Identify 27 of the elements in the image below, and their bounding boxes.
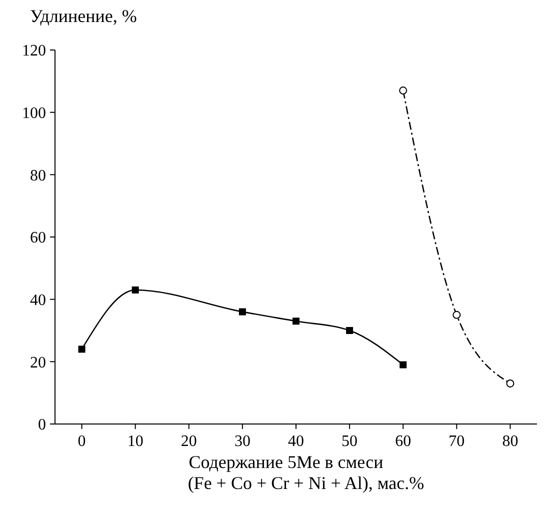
- x-tick-label: 50: [342, 433, 358, 450]
- point: [292, 318, 300, 325]
- point: [400, 361, 407, 368]
- y-axis-title: Удлинение, %: [30, 6, 137, 26]
- point: [452, 310, 461, 319]
- y-tick-label: 120: [22, 42, 46, 60]
- x-tick-label: 70: [448, 433, 465, 450]
- x-tick-label: 0: [78, 433, 86, 450]
- y-tick-label: 0: [38, 416, 46, 434]
- y-tick-label: 80: [30, 167, 46, 184]
- y-tick-label: 20: [30, 354, 46, 372]
- y-tick-label: 40: [30, 292, 46, 309]
- x-tick-label: 40: [288, 433, 304, 450]
- x-tick-label: 20: [180, 433, 197, 450]
- x-tick-label: 10: [127, 433, 144, 450]
- point: [399, 86, 408, 95]
- y-tick-label: 100: [22, 104, 46, 122]
- point: [506, 379, 514, 388]
- point: [78, 346, 86, 353]
- x-axis-title: Содержание 5Ме в смеси (Fe + Co + Cr + Ni + Al), мас.%: [188, 452, 424, 493]
- x-tick-label: 60: [395, 433, 412, 450]
- y-tick-label: 60: [30, 230, 46, 247]
- point: [132, 286, 139, 294]
- x-tick-label: 30: [234, 433, 250, 450]
- point: [238, 308, 246, 316]
- x-tick-label: 80: [502, 433, 518, 450]
- point: [346, 327, 354, 334]
